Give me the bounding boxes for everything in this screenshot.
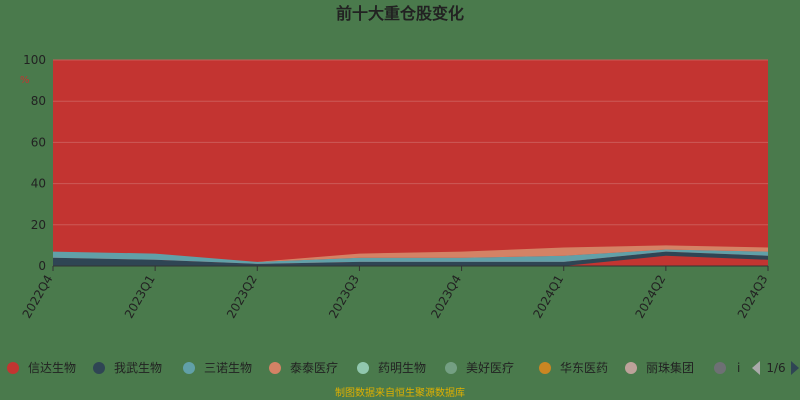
legend-swatch	[714, 362, 726, 374]
legend-item[interactable]: 华东医药	[539, 361, 608, 375]
legend-label: 我武生物	[114, 361, 162, 375]
legend-swatch	[625, 362, 637, 374]
legend-swatch	[269, 362, 281, 374]
y-tick-label: 80	[31, 94, 46, 108]
legend-item[interactable]: 药明生物	[357, 361, 426, 375]
x-tick-label: 2024Q2	[633, 273, 669, 321]
legend-swatch	[357, 362, 369, 374]
legend-pager[interactable]: 1/6	[752, 361, 799, 375]
legend: 信达生物 我武生物 三诺生物 泰泰医疗 药明生物 美好医疗 华东医药 丽珠集团 i	[7, 360, 740, 375]
x-tick-label: 2023Q2	[224, 273, 260, 321]
legend-item[interactable]: 泰泰医疗	[269, 361, 338, 375]
legend-item[interactable]: 丽珠集团	[625, 360, 694, 375]
legend-prev-icon[interactable]	[752, 361, 760, 375]
legend-page-indicator: 1/6	[766, 361, 785, 375]
legend-label: 信达生物	[28, 361, 76, 375]
legend-label: 药明生物	[378, 361, 426, 375]
legend-label: 泰泰医疗	[290, 361, 338, 375]
plot-area	[53, 59, 768, 267]
legend-item[interactable]	[714, 362, 726, 374]
legend-item[interactable]: 我武生物	[93, 361, 162, 375]
legend-swatch	[445, 362, 457, 374]
legend-swatch	[7, 362, 19, 374]
legend-item[interactable]: 三诺生物	[183, 361, 252, 375]
legend-item[interactable]: 信达生物	[7, 361, 76, 375]
series-area-2	[53, 249, 768, 264]
series-area-0	[53, 255, 768, 266]
chart-title: 前十大重仓股变化	[336, 4, 464, 23]
x-tick-label: 2023Q1	[122, 273, 158, 321]
legend-item[interactable]: 美好医疗	[445, 361, 514, 375]
legend-swatch	[539, 362, 551, 374]
source-note: 制图数据来自恒生聚源数据库	[335, 386, 465, 399]
y-tick-label: 20	[31, 218, 46, 232]
x-tick-label: 2023Q4	[428, 273, 464, 321]
series-area-3	[53, 245, 768, 262]
legend-label: 三诺生物	[204, 361, 252, 375]
x-axis: 2022Q4 2023Q1 2023Q2 2023Q3 2023Q4 2024Q1 2024…	[20, 266, 771, 321]
y-tick-label: 100	[23, 53, 46, 67]
plot-background	[53, 60, 768, 266]
y-tick-label: 0	[38, 259, 46, 273]
legend-label: 美好医疗	[466, 361, 514, 375]
y-tick-label: 40	[31, 177, 46, 191]
legend-next-icon[interactable]	[791, 361, 799, 375]
x-tick-label: 2022Q4	[20, 273, 56, 321]
legend-label: 华东医药	[560, 361, 608, 375]
legend-label: 丽珠集团	[646, 360, 694, 375]
x-tick-label: 2023Q3	[326, 273, 362, 321]
legend-swatch	[183, 362, 195, 374]
x-tick-label: 2024Q1	[530, 273, 566, 321]
legend-label-truncated: i	[737, 361, 740, 375]
y-tick-label: 60	[31, 135, 46, 149]
x-tick-label: 2024Q3	[735, 273, 771, 321]
legend-swatch	[93, 362, 105, 374]
y-axis: 0 20 40 60 80 100	[23, 53, 46, 273]
series-area-1	[53, 251, 768, 266]
y-axis-unit: %	[20, 75, 30, 86]
